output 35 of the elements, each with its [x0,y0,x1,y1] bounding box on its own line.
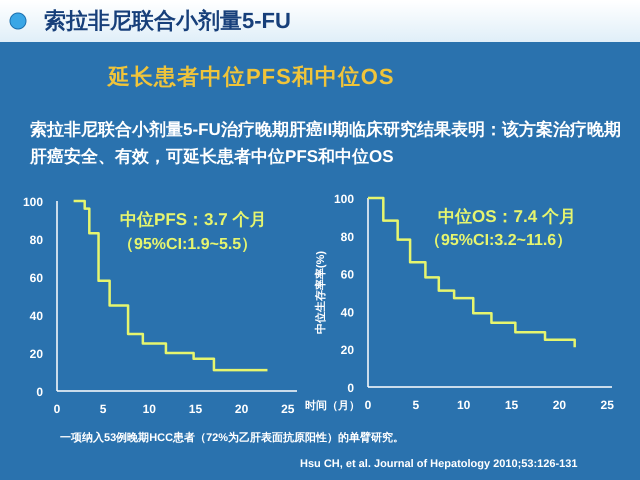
chart-subtitle: 延长患者中位PFS和中位OS [108,63,395,91]
y-tick-label: 100 [334,192,354,206]
x-tick-label: 10 [142,402,156,416]
annotation: 中位OS：7.4 个月 [438,206,576,228]
y-tick-label: 60 [30,271,44,285]
y-tick-label: 20 [340,343,354,358]
y-tick-label: 0 [347,381,354,395]
y-tick-label: 40 [30,309,44,323]
text: 索拉非尼联合小剂量5-FU治疗晚期肝癌II期临床研究结果表明：该方案治疗晚期肝癌安全、有效，可延长患者中位PFS和中位OS [30,119,622,168]
annotation: （95%CI:1.9~5.5） [118,235,258,255]
x-tick-label: 25 [281,402,295,416]
x-axis-title: 时间（月） [305,399,360,412]
chart-title: 索拉非尼联合小剂量5-FU [44,7,291,35]
text: Hsu CH, et al. Journal of Hepatology 2010;53:126-131 [300,458,578,470]
y-tick-label: 60 [340,268,354,282]
x-tick-label: 5 [100,402,107,416]
x-tick-label: 0 [54,402,61,416]
y-tick-label: 40 [340,305,354,320]
y-tick-label: 80 [30,233,44,247]
x-tick-label: 0 [364,398,372,412]
y-tick-label: 100 [22,195,44,209]
x-tick-label: 15 [504,398,519,412]
x-tick-label: 20 [552,398,566,412]
x-tick-label: 10 [457,398,471,412]
y-tick-label: 0 [36,385,44,399]
x-tick-label: 15 [188,402,202,416]
x-tick-label: 25 [600,398,614,412]
text: 一项纳入53例晚期HCC患者（72%为乙肝表面抗原阳性）的单臂研究。 [60,430,404,445]
annotation: 中位PFS：3.7 个月 [120,209,266,231]
y-axis-title: 中位生存率率(%) [314,250,327,334]
annotation: （95%CI:3.2~11.6） [425,231,572,251]
y-tick-label: 20 [30,347,44,361]
x-tick-label: 5 [412,398,420,412]
x-tick-label: 20 [234,402,249,416]
y-tick-label: 80 [340,230,354,244]
